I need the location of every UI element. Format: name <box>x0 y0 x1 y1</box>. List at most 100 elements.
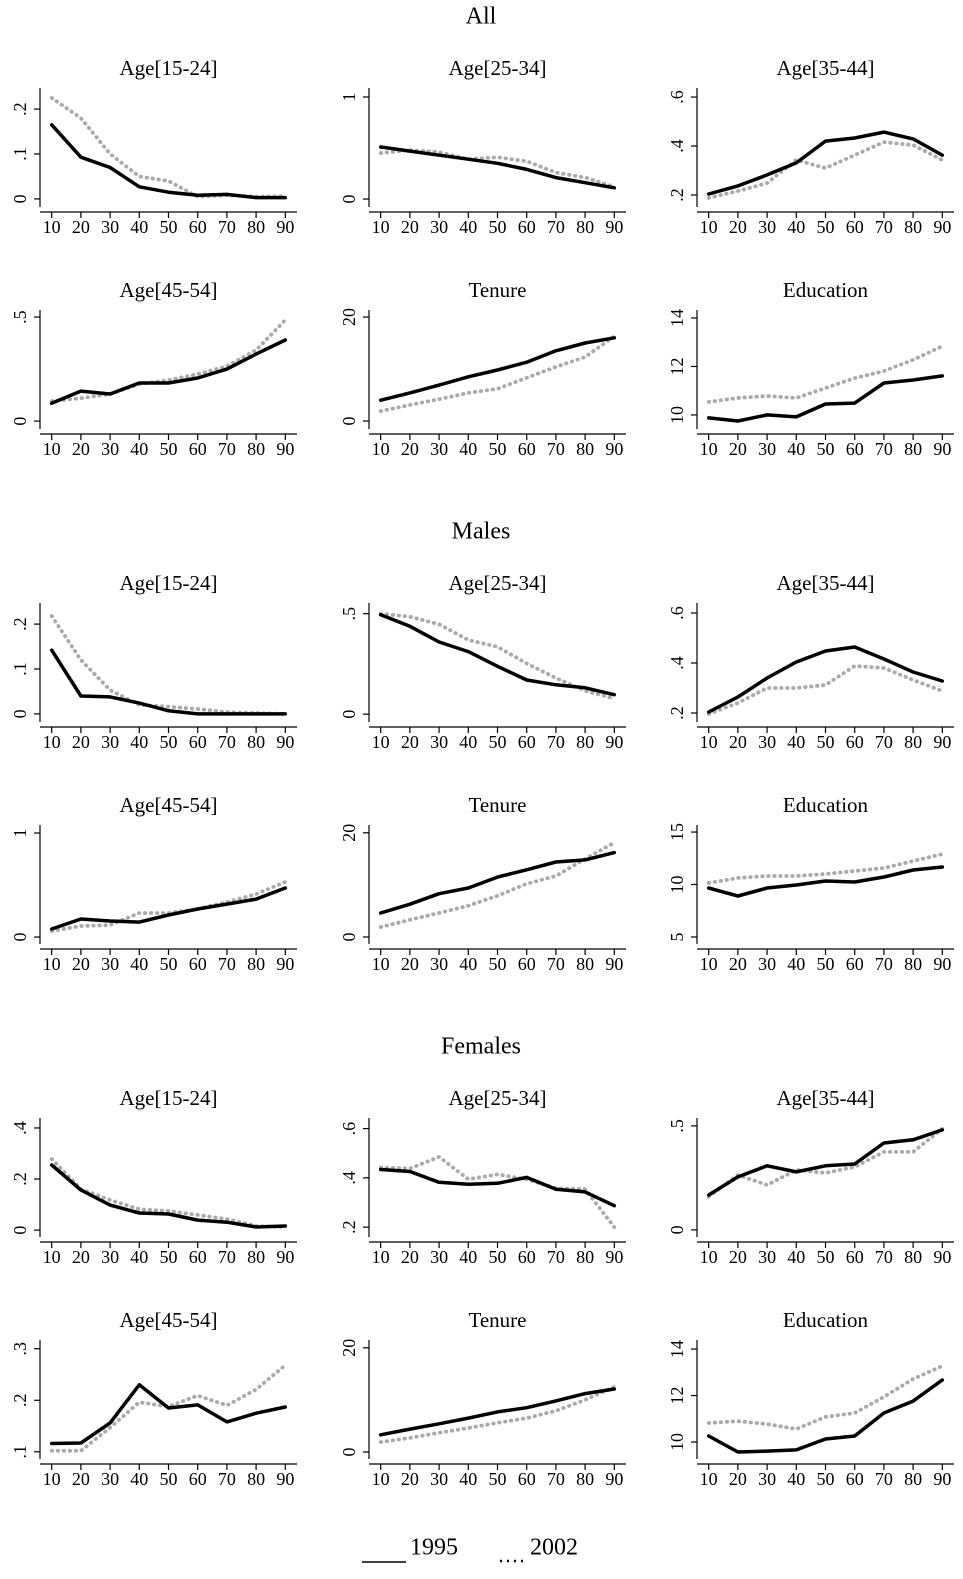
x-tick-label: 20 <box>72 217 90 237</box>
x-tick-label: 70 <box>547 954 565 974</box>
panel-title: Age[35-44] <box>777 571 875 595</box>
x-tick-label: 10 <box>700 217 718 237</box>
x-tick-label: 80 <box>247 1247 265 1267</box>
x-tick-label: 70 <box>875 1469 893 1489</box>
x-tick-label: 90 <box>605 217 623 237</box>
x-tick-label: 60 <box>846 217 864 237</box>
panel-title: Age[25-34] <box>449 1086 547 1110</box>
x-tick-label: 60 <box>518 1469 536 1489</box>
x-tick-label: 60 <box>189 954 207 974</box>
x-tick-label: 50 <box>817 439 835 459</box>
x-tick-label: 40 <box>459 732 477 752</box>
y-tick-label: 20 <box>339 824 359 842</box>
y-tick-label: .6 <box>667 90 687 104</box>
x-tick-label: 80 <box>904 439 922 459</box>
panel-title: Age[25-34] <box>449 571 547 595</box>
y-tick-label: 20 <box>339 1339 359 1357</box>
series-line <box>706 865 945 898</box>
y-tick-label: 0 <box>339 416 359 425</box>
y-tick-label: .1 <box>10 662 30 676</box>
y-tick-label: .2 <box>339 1220 359 1234</box>
x-tick-label: 20 <box>729 439 747 459</box>
x-tick-label: 50 <box>817 732 835 752</box>
y-tick-label: .4 <box>667 656 687 670</box>
x-tick-label: 30 <box>430 1247 448 1267</box>
x-tick-label: 80 <box>247 1469 265 1489</box>
x-tick-label: 40 <box>787 1247 805 1267</box>
x-tick-label: 30 <box>101 1469 119 1489</box>
series-line <box>706 852 945 885</box>
x-tick-label: 90 <box>933 1247 951 1267</box>
panel-title: Age[15-24] <box>120 1086 218 1110</box>
x-tick-label: 70 <box>218 732 236 752</box>
x-tick-label: 20 <box>729 217 747 237</box>
y-tick-label: 0 <box>10 194 30 203</box>
x-tick-label: 70 <box>218 217 236 237</box>
panel-title: Tenure <box>469 793 527 817</box>
x-tick-label: 90 <box>276 1469 294 1489</box>
x-tick-label: 40 <box>130 439 148 459</box>
x-tick-label: 60 <box>189 1469 207 1489</box>
panel: Education 5 10 15 10 20 30 40 50 60 70 80 90 <box>667 793 954 974</box>
series-line <box>49 1363 288 1453</box>
x-tick-label: 60 <box>846 954 864 974</box>
x-tick-label: 10 <box>372 954 390 974</box>
x-tick-label: 70 <box>875 954 893 974</box>
y-tick-label: .5 <box>10 310 30 324</box>
y-tick-label: .2 <box>667 706 687 720</box>
y-tick-label: 15 <box>667 823 687 841</box>
x-tick-label: 70 <box>218 1247 236 1267</box>
series-line <box>378 148 617 189</box>
x-tick-label: 30 <box>758 217 776 237</box>
x-tick-label: 20 <box>729 732 747 752</box>
x-tick-label: 40 <box>130 732 148 752</box>
panel: Age[35-44] .2 .4 .6 10 20 30 40 50 60 70 80 90 <box>667 56 954 237</box>
y-tick-label: .4 <box>667 139 687 153</box>
y-tick-label: 0 <box>10 933 30 942</box>
x-tick-label: 70 <box>547 1469 565 1489</box>
panel: Age[45-54] 0 .5 10 20 30 40 50 60 70 80 90 <box>10 278 297 459</box>
x-tick-label: 40 <box>787 439 805 459</box>
x-tick-label: 80 <box>247 732 265 752</box>
x-tick-label: 90 <box>276 954 294 974</box>
x-tick-label: 80 <box>247 954 265 974</box>
x-tick-label: 50 <box>817 217 835 237</box>
x-tick-label: 50 <box>160 439 178 459</box>
y-tick-label: .4 <box>339 1171 359 1185</box>
x-tick-label: 60 <box>189 439 207 459</box>
x-tick-label: 10 <box>372 1469 390 1489</box>
series-line <box>49 318 288 404</box>
x-tick-label: 60 <box>518 954 536 974</box>
series-line <box>378 145 617 190</box>
y-tick-label: 0 <box>339 1447 359 1456</box>
x-tick-label: 60 <box>846 1247 864 1267</box>
x-tick-label: 60 <box>846 732 864 752</box>
panel: Age[45-54] .1 .2 .3 10 20 30 40 50 60 70 80 90 <box>10 1308 297 1489</box>
y-tick-label: 0 <box>339 195 359 204</box>
panel: Age[15-24] 0 .2 .4 10 20 30 40 50 60 70 80 90 <box>10 1086 297 1267</box>
y-tick-label: .6 <box>667 606 687 620</box>
panel: Tenure 0 20 10 20 30 40 50 60 70 80 90 <box>339 278 626 459</box>
x-tick-label: 60 <box>189 732 207 752</box>
x-tick-label: 10 <box>43 217 61 237</box>
x-tick-label: 90 <box>276 217 294 237</box>
x-tick-label: 80 <box>247 439 265 459</box>
panel: Age[45-54] 0 1 10 20 30 40 50 60 70 80 90 <box>10 793 297 974</box>
x-tick-label: 40 <box>130 217 148 237</box>
x-tick-label: 10 <box>700 954 718 974</box>
x-tick-label: 90 <box>605 954 623 974</box>
x-tick-label: 30 <box>101 1247 119 1267</box>
x-tick-label: 30 <box>101 732 119 752</box>
y-tick-label: 0 <box>10 1226 30 1235</box>
x-tick-label: 50 <box>489 439 507 459</box>
x-tick-label: 50 <box>160 1469 178 1489</box>
x-tick-label: 50 <box>817 1469 835 1489</box>
x-tick-label: 40 <box>130 1247 148 1267</box>
x-tick-label: 10 <box>700 1469 718 1489</box>
panel: Age[25-34] 0 1 10 20 30 40 50 60 70 80 90 <box>339 56 626 237</box>
x-tick-label: 10 <box>43 439 61 459</box>
x-tick-label: 50 <box>817 1247 835 1267</box>
panel-title: Age[45-54] <box>120 1308 218 1332</box>
series-line <box>378 334 617 414</box>
